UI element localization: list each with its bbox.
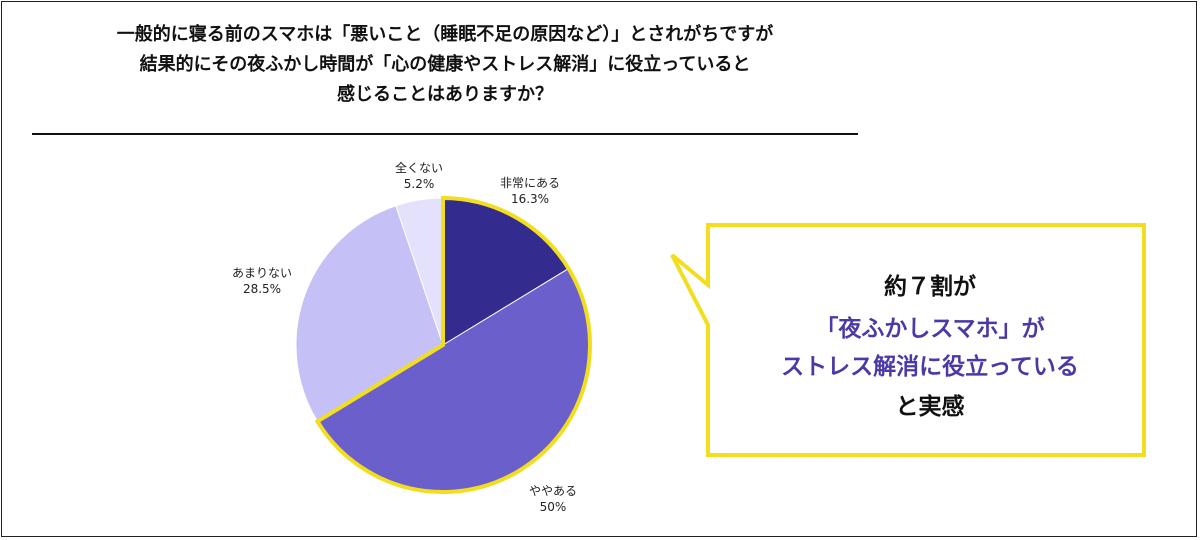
callout-line-2: 「夜ふかしスマホ」が bbox=[815, 316, 1045, 342]
callout-line-3: ストレス解消に役立っている bbox=[781, 354, 1079, 380]
slice-label: 全くない bbox=[395, 160, 443, 175]
slice-label: あまりない bbox=[232, 266, 292, 280]
pie-slice bbox=[295, 205, 444, 423]
question-line-1: 一般的に寝る前のスマホは「悪いこと（睡眠不足の原因など）」とされがちですが bbox=[116, 24, 774, 45]
callout-line-1: 約７割が bbox=[884, 274, 976, 300]
question-line-3: 感じることはありますか？ bbox=[337, 84, 553, 105]
slice-value-label: 16.3% bbox=[511, 192, 549, 206]
slice-value-label: 50% bbox=[540, 500, 567, 514]
title-divider bbox=[32, 133, 858, 135]
callout-line-4: と実感 bbox=[895, 394, 965, 420]
slice-value-label: 28.5% bbox=[243, 282, 281, 296]
highlight-outline bbox=[314, 195, 592, 494]
question-line-2: 結果的にその夜ふかし時間が「心の健康やストレス解消」に役立っていると bbox=[139, 54, 751, 75]
slice-value-label: 5.2% bbox=[404, 177, 435, 191]
callout-box bbox=[670, 223, 1146, 457]
slice-label: ややある bbox=[529, 484, 577, 498]
slice-label: 非常にある bbox=[500, 176, 560, 190]
